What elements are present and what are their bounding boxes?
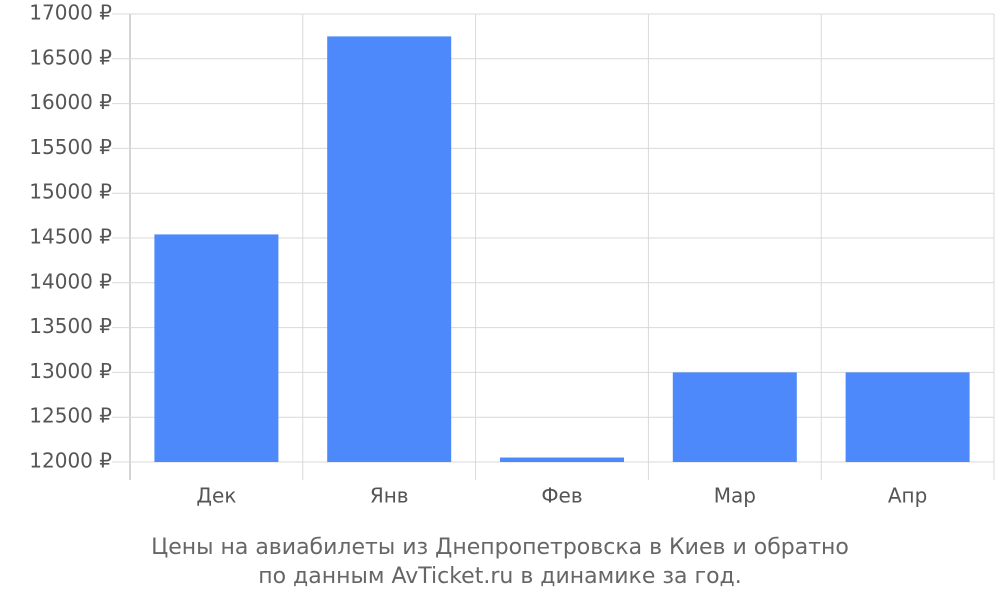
bar: [154, 234, 279, 462]
x-tick-label: Янв: [370, 484, 409, 508]
y-tick-label: 16500 ₽: [29, 45, 112, 69]
x-tick-label: Апр: [888, 484, 927, 508]
y-tick-label: 15000 ₽: [29, 180, 112, 204]
x-tick-label: Фев: [541, 484, 582, 508]
y-tick-label: 14000 ₽: [29, 269, 112, 293]
y-tick-label: 15500 ₽: [29, 135, 112, 159]
bar: [672, 372, 797, 462]
y-tick-label: 13500 ₽: [29, 314, 112, 338]
y-tick-label: 12000 ₽: [29, 449, 112, 473]
y-tick-label: 13000 ₽: [29, 359, 112, 383]
x-tick-label: Дек: [196, 484, 236, 508]
x-tick-label: Мар: [714, 484, 756, 508]
y-tick-label: 16000 ₽: [29, 90, 112, 114]
chart-title: Цены на авиабилеты из Днепропетровска в …: [151, 535, 849, 560]
chart-title: по данным AvTicket.ru в динамике за год.: [258, 564, 742, 589]
bar: [500, 457, 624, 462]
y-tick-label: 17000 ₽: [29, 1, 112, 25]
bar: [845, 372, 970, 462]
y-tick-label: 14500 ₽: [29, 225, 112, 249]
bar: [327, 36, 452, 463]
y-tick-label: 12500 ₽: [29, 404, 112, 428]
